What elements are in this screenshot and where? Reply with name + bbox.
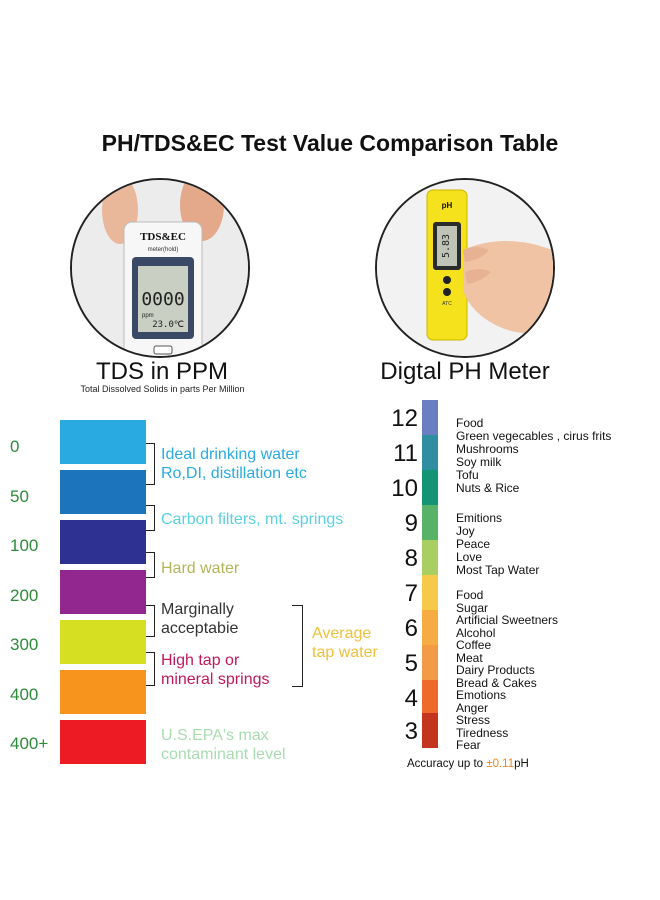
ph-color-segment <box>422 470 438 505</box>
ph-label: Coffee <box>456 638 492 652</box>
desc-epa: U.S.EPA's max contaminant level <box>161 726 286 764</box>
ph-color-segment <box>422 505 438 540</box>
ph-label: Emitions <box>456 511 503 525</box>
accuracy-value: ±0.11 <box>486 758 515 770</box>
tds-color-bar <box>60 520 146 564</box>
ph-color-segment <box>422 435 438 470</box>
average-bracket <box>292 605 303 687</box>
desc-ideal-line2: Ro,DI, distillation etc <box>161 465 307 482</box>
desc-marginal-line2: acceptabie <box>161 620 239 637</box>
bracket <box>146 605 155 637</box>
ph-color-segment <box>422 713 438 748</box>
tds-color-bar <box>60 720 146 764</box>
ph-screen-digits: 5.83 <box>441 234 452 258</box>
tds-color-bar <box>60 620 146 664</box>
tds-heading: TDS in PPM <box>95 358 229 385</box>
ph-label: Food <box>456 416 484 430</box>
tds-subheading: Total Dissolved Solids in parts Per Mill… <box>80 384 245 394</box>
desc-hard: Hard water <box>161 560 240 577</box>
ph-scale-number: 8 <box>404 545 418 572</box>
bracket <box>146 552 155 578</box>
accuracy-note: Accuracy up to ±0.11pH <box>407 758 529 770</box>
ph-scale-number: 9 <box>404 510 418 537</box>
tds-level-label: 300 <box>10 635 39 654</box>
tds-screen-temp: 23.0℃ <box>152 320 184 330</box>
desc-high: High tap or mineral springs <box>161 651 269 689</box>
ph-button-label: ATC <box>442 301 452 307</box>
ph-heading: Digtal PH Meter <box>380 358 550 385</box>
bracket <box>146 443 155 485</box>
ph-scale-number: 7 <box>404 580 418 607</box>
desc-epa-line1: U.S.EPA's max <box>161 727 269 744</box>
tds-level-label: 50 <box>10 487 29 506</box>
tds-device-sublabel: meter(hold) <box>148 247 179 253</box>
desc-ideal: Ideal drinking water Ro,DI, distillation… <box>161 445 307 483</box>
ph-color-segment <box>422 645 438 680</box>
ph-label: Fear <box>456 738 481 752</box>
tds-level-label: 400+ <box>10 734 49 753</box>
ph-scale-number: 10 <box>391 475 418 502</box>
ph-label: Peace <box>456 537 491 551</box>
tds-meter-image: TDS&EC meter(hold) 0000 ppm 23.0℃ <box>70 178 250 358</box>
ph-label: Sugar <box>456 601 489 615</box>
ph-scale-number: 6 <box>404 615 418 642</box>
ph-label: Stress <box>456 713 491 727</box>
desc-high-line1: High tap or <box>161 652 240 669</box>
tds-color-bar <box>60 570 146 614</box>
desc-average-line2: tap water <box>312 644 378 661</box>
accuracy-prefix: Accuracy up to <box>407 758 487 770</box>
ph-label: Green vegecables , cirus frits <box>456 429 612 443</box>
ph-label: Dairy Products <box>456 663 535 677</box>
desc-average-line1: Average <box>312 625 372 642</box>
tds-level-label: 200 <box>10 586 39 605</box>
tds-screen-unit: ppm <box>142 313 154 319</box>
tds-device-label: TDS&EC <box>140 231 186 243</box>
ph-label: Most Tap Water <box>456 563 540 577</box>
ph-device-label: pH <box>442 201 453 210</box>
ph-scale-number: 11 <box>393 440 418 467</box>
ph-label: Joy <box>456 524 475 538</box>
bracket <box>146 652 155 686</box>
ph-label: Tofu <box>456 468 479 482</box>
ph-label: Meat <box>456 651 483 665</box>
ph-meter-image: pH 5.83 ATC <box>375 178 555 358</box>
page-title: PH/TDS&EC Test Value Comparison Table <box>101 130 559 156</box>
desc-average: Average tap water <box>312 624 378 662</box>
ph-label: Soy milk <box>456 455 502 469</box>
ph-scale-number: 3 <box>404 718 418 745</box>
tds-color-bar <box>60 420 146 464</box>
ph-color-segment <box>422 400 438 435</box>
tds-level-label: 400 <box>10 685 39 704</box>
desc-high-line2: mineral springs <box>161 671 270 688</box>
ph-label: Artificial Sweetners <box>456 613 559 627</box>
ph-label: Tiredness <box>456 726 509 740</box>
ph-label: Nuts & Rice <box>456 481 520 495</box>
bracket <box>146 505 155 531</box>
ph-color-segment <box>422 540 438 575</box>
ph-color-segment <box>422 610 438 645</box>
ph-label: Bread & Cakes <box>456 676 537 690</box>
ph-label: Anger <box>456 701 489 715</box>
tds-color-bar <box>60 470 146 514</box>
ph-label: Alcohol <box>456 626 496 640</box>
ph-label: Mushrooms <box>456 442 519 456</box>
tds-color-bar <box>60 670 146 714</box>
desc-carbon: Carbon filters, mt. springs <box>161 511 344 528</box>
ph-scale-number: 12 <box>391 405 418 432</box>
ph-scale-number: 4 <box>404 685 418 712</box>
ph-color-segment <box>422 575 438 610</box>
accuracy-suffix: pH <box>514 758 529 770</box>
ph-label: Food <box>456 588 484 602</box>
ph-label: Emotions <box>456 688 507 702</box>
ph-label: Love <box>456 550 483 564</box>
desc-marginal: Marginally acceptabie <box>161 600 238 638</box>
desc-ideal-line1: Ideal drinking water <box>161 446 300 463</box>
tds-level-label: 100 <box>10 536 39 555</box>
tds-level-label: 0 <box>10 437 20 456</box>
ph-scale-number: 5 <box>404 650 418 677</box>
tds-screen-digits: 0000 <box>141 289 184 310</box>
ph-color-segment <box>422 680 438 715</box>
desc-epa-line2: contaminant level <box>161 746 286 763</box>
desc-marginal-line1: Marginally <box>161 601 234 618</box>
